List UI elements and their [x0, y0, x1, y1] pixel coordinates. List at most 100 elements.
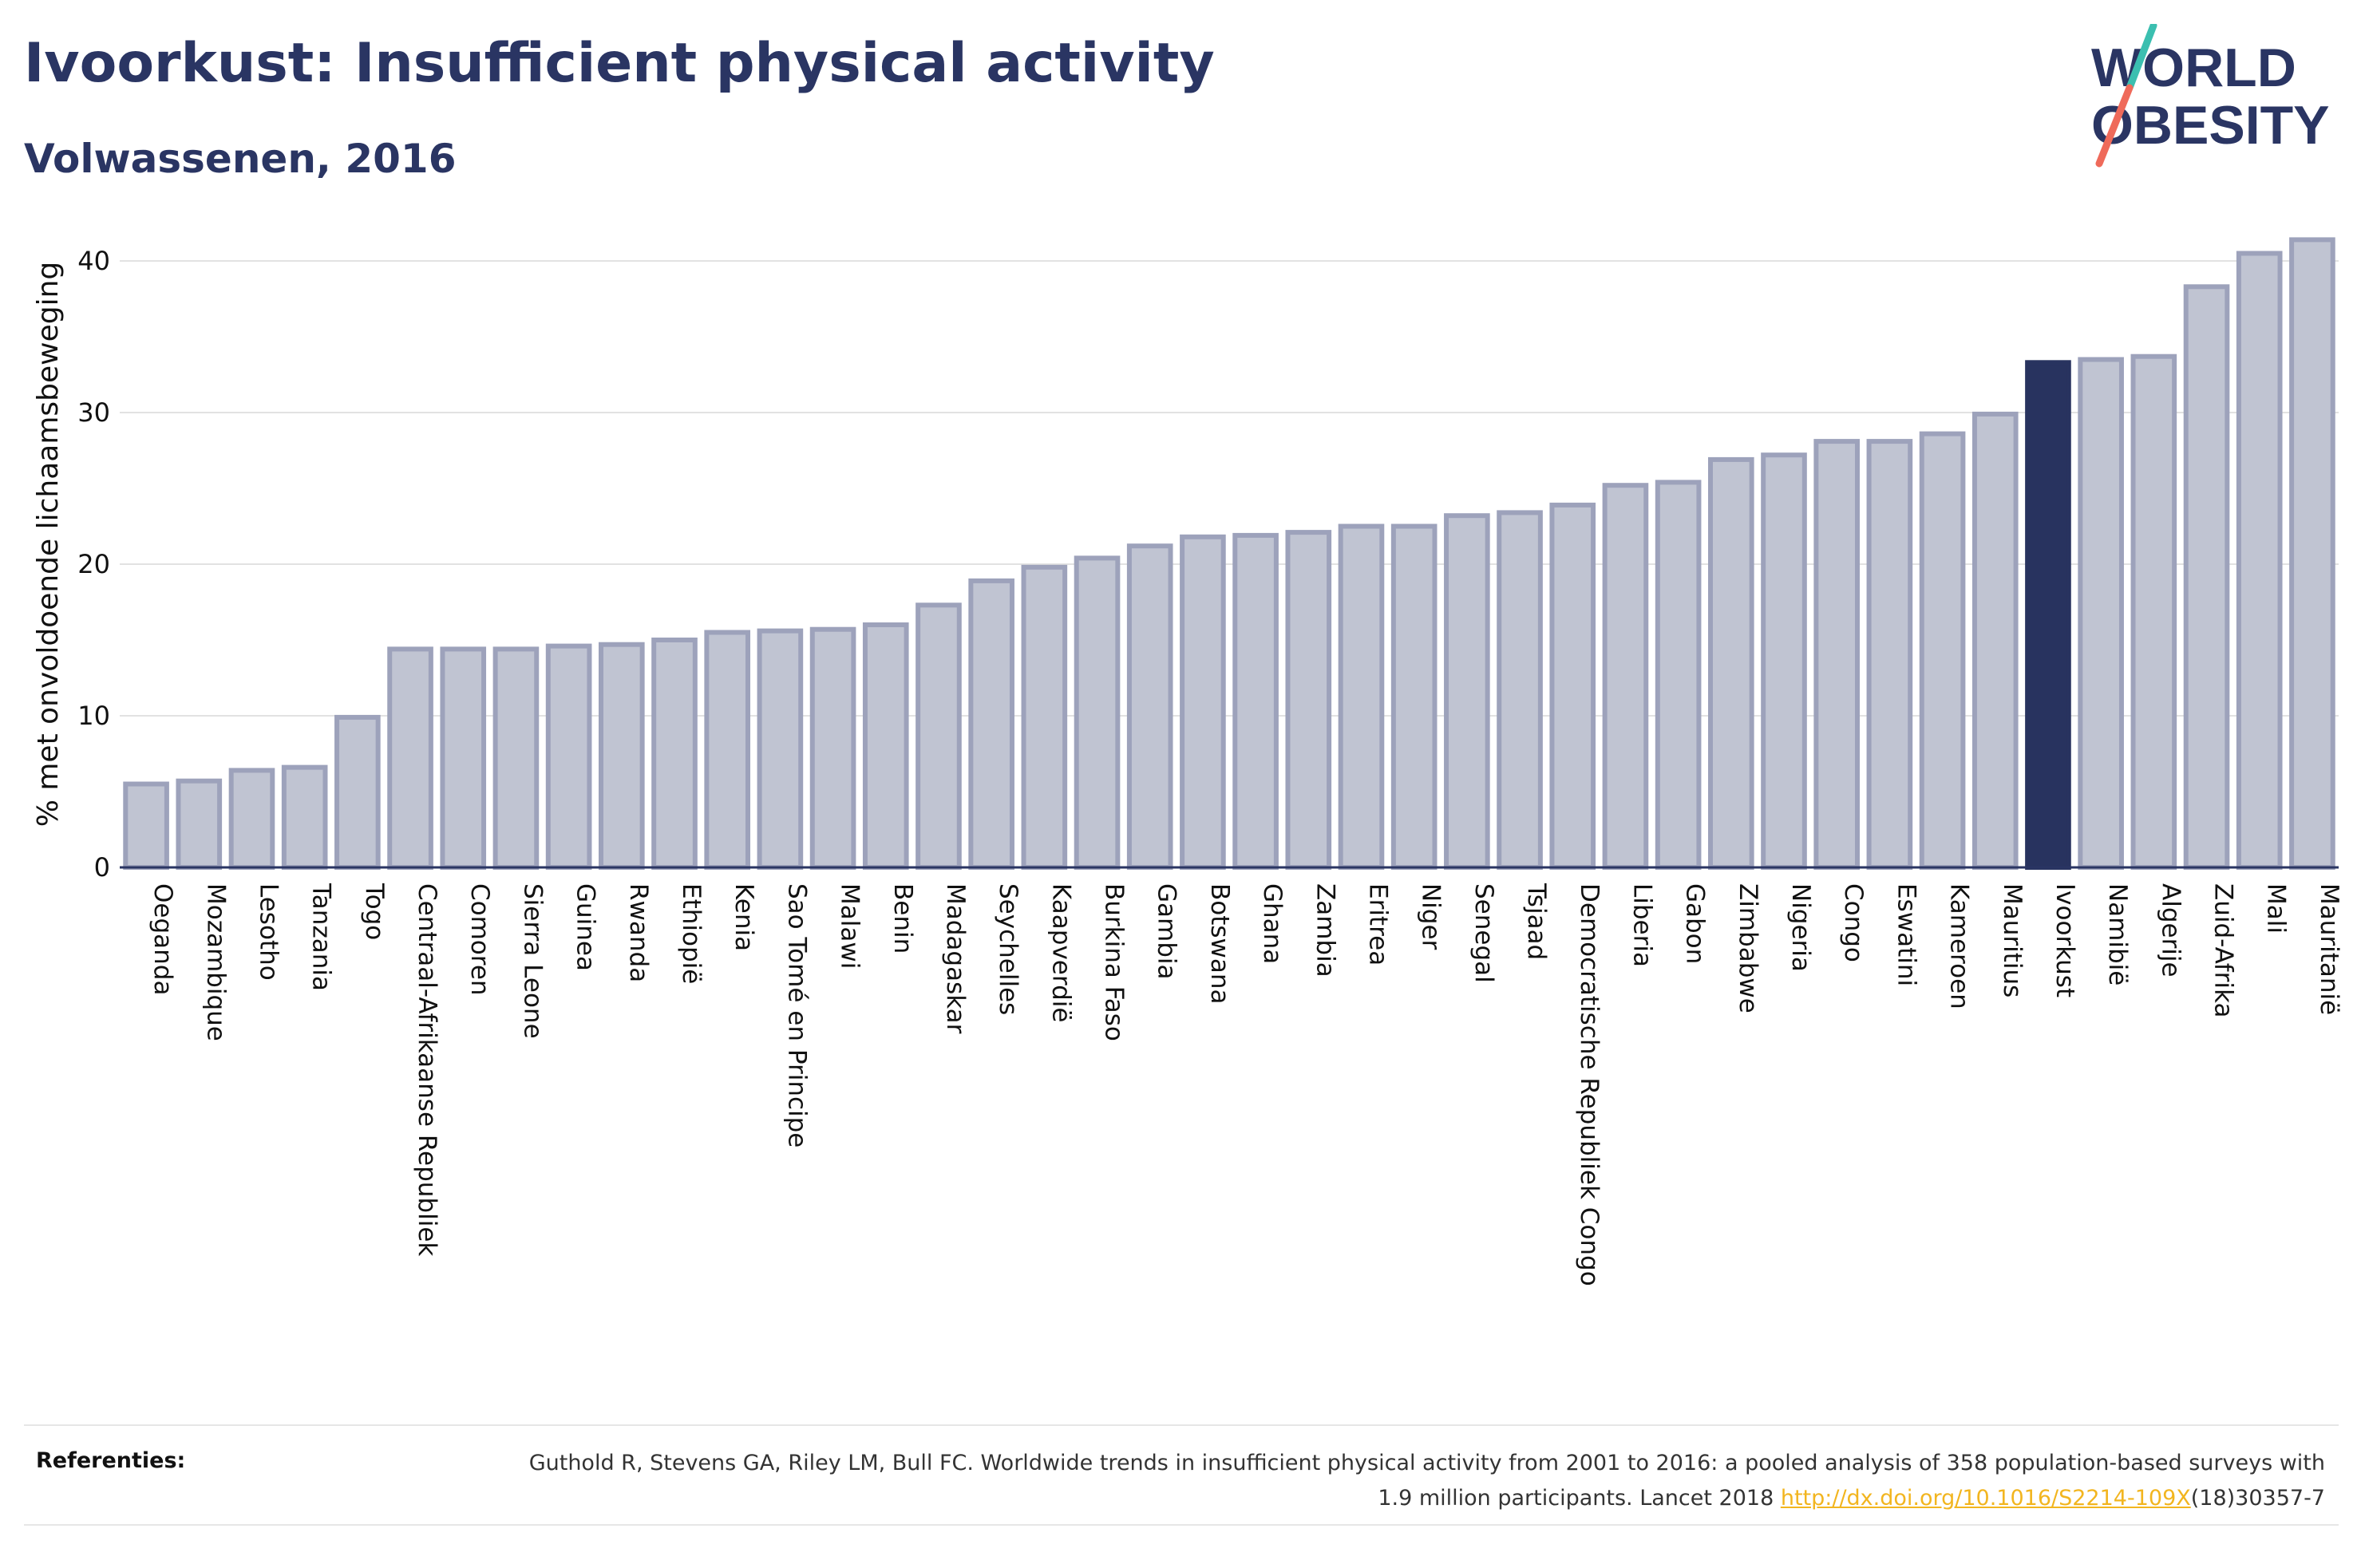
- y-tick-label: 30: [77, 397, 110, 428]
- x-category-label: Niger: [1417, 883, 1445, 950]
- reference-citation: Guthold R, Stevens GA, Riley LM, Bull FC…: [528, 1451, 2325, 1511]
- y-tick-label: 10: [77, 701, 110, 731]
- x-category-label: Eswatini: [1892, 883, 1920, 986]
- x-category-label: Ghana: [1258, 883, 1287, 964]
- bar: [440, 646, 487, 871]
- bar: [123, 781, 169, 870]
- logo-slash-coral: [2095, 84, 2134, 168]
- x-category-label: Nigeria: [1786, 883, 1815, 972]
- x-category-label: Congo: [1839, 883, 1868, 962]
- bar: [1338, 523, 1385, 870]
- x-category-label: Burkina Faso: [1100, 883, 1129, 1041]
- bar: [176, 778, 223, 871]
- bar: [2130, 353, 2177, 870]
- bar: [1655, 480, 1702, 871]
- x-category-label: Tsjaad: [1522, 883, 1551, 960]
- bar: [862, 622, 909, 870]
- x-category-label: Rwanda: [624, 883, 653, 982]
- bar: [809, 626, 856, 870]
- x-category-label: Kaapverdië: [1046, 883, 1075, 1022]
- x-category-label: Seychelles: [994, 883, 1022, 1015]
- x-category-label: Gambia: [1153, 883, 1181, 980]
- chart-title: Ivoorkust: Insufficient physical activit…: [24, 32, 1215, 95]
- x-category-label: Tanzania: [307, 883, 336, 991]
- bar-highlighted: [2025, 360, 2071, 870]
- bar: [2289, 237, 2335, 870]
- logo-line-obesity: OBESITY: [2091, 95, 2330, 156]
- bar: [1761, 452, 1807, 870]
- x-category-label: Botswana: [1205, 883, 1234, 1005]
- gridlines: [120, 260, 2339, 717]
- y-tick-label: 0: [94, 852, 110, 883]
- references-label: Referenties:: [36, 1448, 186, 1473]
- bar: [545, 643, 592, 870]
- bar: [228, 768, 275, 871]
- references-divider-top: [24, 1424, 2339, 1426]
- y-tick-label: 20: [77, 549, 110, 579]
- bar: [968, 578, 1014, 871]
- bar: [1021, 564, 1068, 870]
- bar: [704, 630, 751, 870]
- x-category-label: Eritrea: [1363, 883, 1392, 966]
- x-category-labels: Oeganda Mozambique Lesotho Tanzania Togo Cent…: [148, 883, 2343, 1286]
- bar: [1126, 543, 1173, 870]
- x-category-label: Kameroen: [1945, 883, 1974, 1009]
- y-tick-labels: 0 10 20 30 40: [77, 246, 110, 883]
- references-text: Guthold R, Stevens GA, Riley LM, Bull FC…: [489, 1446, 2325, 1516]
- bar: [1707, 456, 1754, 871]
- bar: [281, 764, 328, 870]
- bar: [1549, 502, 1596, 871]
- x-category-label: Oeganda: [148, 883, 177, 995]
- y-axis-title: % met onvoldoende lichaamsbeweging: [32, 262, 65, 827]
- bar: [1866, 439, 1913, 870]
- x-category-label: Liberia: [1627, 883, 1656, 967]
- x-category-label: Sao Tomé en Principe: [782, 883, 811, 1147]
- bar: [1285, 530, 1332, 870]
- reference-citation-suffix: (18)30357-7: [2190, 1486, 2325, 1511]
- bar: [1497, 510, 1543, 871]
- bar: [387, 646, 433, 871]
- x-category-label: Mali: [2262, 883, 2291, 934]
- x-category-label: Namibië: [2103, 883, 2132, 985]
- bar: [1232, 532, 1279, 871]
- x-category-label: Malawi: [836, 883, 864, 969]
- x-category-label: Zimbabwe: [1734, 883, 1762, 1013]
- bar: [2183, 284, 2230, 870]
- chart-subtitle: Volwassenen, 2016: [24, 136, 457, 182]
- bar: [1602, 483, 1649, 870]
- reference-doi-link[interactable]: http://dx.doi.org/10.1016/S2214-109X: [1780, 1486, 2191, 1511]
- x-category-label: Comoren: [465, 883, 494, 996]
- bar: [1390, 523, 1438, 870]
- x-category-label: Ethiopië: [677, 883, 706, 984]
- bar: [1444, 513, 1490, 870]
- x-category-label: Gabon: [1681, 883, 1710, 964]
- bar: [2078, 357, 2124, 870]
- bar: [916, 602, 962, 870]
- x-category-label: Democratische Republiek Congo: [1575, 883, 1604, 1286]
- bar: [757, 628, 804, 870]
- x-category-label: Benin: [888, 883, 917, 954]
- x-category-label: Lesotho: [254, 883, 283, 981]
- x-category-label: Zambia: [1311, 883, 1339, 978]
- bar: [2236, 251, 2283, 870]
- x-category-label: Mozambique: [201, 883, 230, 1041]
- bar: [598, 642, 645, 870]
- x-category-label: Zuid-Afrika: [2209, 883, 2238, 1017]
- x-category-label: Senegal: [1469, 883, 1498, 983]
- y-tick-label: 40: [77, 246, 110, 276]
- x-category-label: Mauritius: [1998, 883, 2027, 997]
- x-category-label: Algerije: [2156, 883, 2185, 978]
- bar: [1971, 411, 2019, 870]
- bar: [1919, 431, 1966, 870]
- world-obesity-logo: WORLD OBESITY: [2091, 24, 2330, 168]
- x-category-label: Sierra Leone: [518, 883, 547, 1039]
- logo-slash-teal: [2126, 24, 2157, 92]
- x-category-label: Madagaskar: [941, 883, 970, 1034]
- bar: [651, 638, 698, 870]
- bar: [1180, 534, 1226, 870]
- logo-line-world: WORLD: [2091, 38, 2296, 98]
- x-category-label: Mauritanië: [2315, 883, 2343, 1015]
- bar: [1074, 555, 1121, 871]
- x-category-label: Kenia: [730, 883, 758, 951]
- bar: [334, 714, 381, 871]
